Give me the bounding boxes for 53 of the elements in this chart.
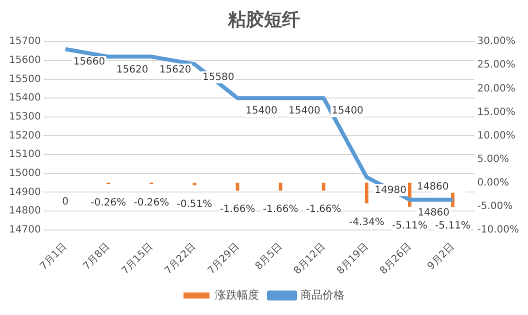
y-tick-label: 14800 <box>9 206 41 217</box>
x-tick-label: 9月2日 <box>426 241 457 272</box>
y2-tick-label: 0.00% <box>477 177 510 188</box>
data-label: 15620 <box>116 64 148 76</box>
data-label: 15620 <box>159 64 192 76</box>
data-label: 15400 <box>332 106 364 117</box>
data-label: -0.51% <box>176 198 212 210</box>
chart-title: 粘胶短纤 <box>227 9 300 30</box>
x-tick-label: 7月1日 <box>38 241 70 272</box>
y-tick-label: 15200 <box>9 130 41 142</box>
x-tick-label: 7月15日 <box>120 241 156 277</box>
data-label: 15660 <box>73 56 106 68</box>
x-tick-label: 8月5日 <box>254 241 285 272</box>
data-label: 15400 <box>288 106 320 117</box>
y2-tick-label: -10.00% <box>477 224 520 236</box>
y2-tick-label: 15.00% <box>477 106 516 118</box>
y-tick-label: 15100 <box>9 149 41 160</box>
y2-tick-label: 20.00% <box>477 83 516 94</box>
x-tick-label: 8月19日 <box>335 241 371 277</box>
y-tick-label: 15400 <box>9 92 41 104</box>
y-tick-label: 15600 <box>9 55 41 66</box>
y-tick-label: 14700 <box>9 224 41 236</box>
data-label: -5.11% <box>392 220 428 232</box>
data-label: -1.66% <box>220 204 256 216</box>
y2-tick-label: 5.00% <box>477 154 510 165</box>
x-tick-label: 7月22日 <box>163 241 198 277</box>
y-tick-label: 15300 <box>9 112 41 123</box>
legend-label: 涨跌幅度 <box>215 288 259 302</box>
y-tick-label: 15700 <box>9 36 41 48</box>
y2-tick-label: 30.00% <box>477 36 516 48</box>
legend-label: 商品价格 <box>300 288 344 302</box>
data-label: 15400 <box>246 106 278 117</box>
data-label: 14860 <box>418 207 450 218</box>
x-tick-label: 8月12日 <box>292 241 328 277</box>
data-label: -1.66% <box>262 204 298 216</box>
y-tick-label: 14900 <box>9 186 41 198</box>
x-tick-label: 8月26日 <box>378 241 414 277</box>
data-label: 15580 <box>202 72 234 83</box>
data-label: 14980 <box>374 184 406 196</box>
data-label: -1.66% <box>306 204 342 216</box>
y2-tick-label: 10.00% <box>477 130 516 142</box>
data-label: 0 <box>62 196 69 208</box>
y-tick-label: 15500 <box>9 74 41 85</box>
data-label: -5.11% <box>435 220 470 232</box>
data-label: 14860 <box>416 181 449 192</box>
y-tick-label: 15000 <box>9 168 41 179</box>
x-tick-label: 7月8日 <box>81 241 112 272</box>
data-label: -0.26% <box>90 198 126 209</box>
data-label: -0.26% <box>134 198 170 209</box>
x-tick-label: 7月29日 <box>206 241 242 277</box>
y2-tick-label: -5.00% <box>477 200 513 212</box>
data-label: -4.34% <box>348 216 384 228</box>
y2-tick-label: 25.00% <box>477 60 516 71</box>
